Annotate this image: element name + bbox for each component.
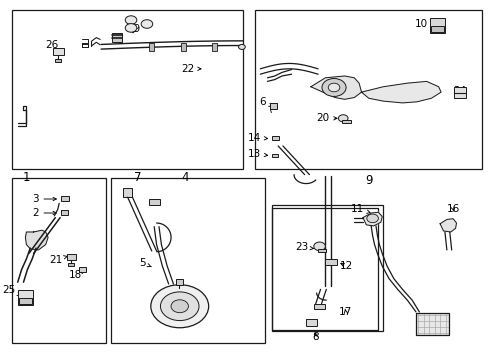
Bar [61,211,68,215]
Bar [112,33,122,41]
Bar [181,43,186,50]
Bar [212,43,217,50]
Text: 9: 9 [365,174,372,186]
Bar [318,249,326,252]
Text: 14: 14 [248,133,268,143]
Bar [149,43,154,50]
Text: 15: 15 [434,325,447,335]
Circle shape [151,285,209,328]
Bar [314,304,325,309]
Bar [111,178,265,343]
Polygon shape [25,230,48,250]
Text: 18: 18 [69,270,85,280]
Text: 16: 16 [446,204,460,214]
Polygon shape [363,212,382,226]
Bar [53,48,64,55]
Bar [272,154,278,157]
Circle shape [125,24,137,32]
Polygon shape [440,219,457,232]
Circle shape [171,300,189,313]
Bar [342,121,351,123]
Circle shape [141,20,153,28]
Bar [272,136,279,140]
Bar [176,279,183,285]
Circle shape [328,83,340,92]
Polygon shape [311,76,362,99]
Text: 1: 1 [23,171,30,184]
Text: 13: 13 [248,149,268,159]
Text: 19: 19 [128,24,141,34]
Circle shape [239,44,245,49]
Bar [12,178,106,343]
Bar [454,87,466,98]
Bar [416,314,449,335]
Text: 11: 11 [351,204,370,214]
Circle shape [125,16,137,24]
Bar [68,254,76,260]
Text: 24: 24 [454,86,467,96]
Bar [123,188,131,197]
Bar [270,103,277,109]
Bar [416,314,449,335]
Text: 8: 8 [313,332,319,342]
Text: 22: 22 [181,64,201,74]
Circle shape [322,78,346,96]
Bar [272,205,383,330]
Text: 3: 3 [32,194,56,204]
Text: 21: 21 [49,255,68,265]
Bar [18,290,33,305]
Text: 26: 26 [45,40,59,53]
Text: 10: 10 [415,19,434,30]
Bar [272,208,378,330]
Bar [61,197,69,201]
Bar [12,10,244,169]
Text: 2: 2 [32,208,56,218]
Text: 7: 7 [134,171,141,184]
Polygon shape [362,81,441,103]
Bar [68,263,74,266]
Text: 23: 23 [295,242,314,252]
Bar [19,298,32,304]
Bar [431,26,444,32]
Bar [255,10,482,169]
Circle shape [367,214,378,223]
Circle shape [339,115,348,122]
Bar [431,18,445,33]
Text: 12: 12 [340,261,353,271]
Circle shape [160,292,199,320]
Bar [306,319,317,326]
Bar [325,258,337,265]
Bar [55,59,61,62]
Bar [79,267,86,272]
Text: 5: 5 [139,258,151,268]
Bar [149,199,160,205]
Text: 17: 17 [339,307,352,317]
Circle shape [314,242,325,251]
Text: 25: 25 [2,285,21,296]
Text: 4: 4 [182,171,189,184]
Text: 6: 6 [259,97,272,107]
Text: 20: 20 [316,113,337,123]
